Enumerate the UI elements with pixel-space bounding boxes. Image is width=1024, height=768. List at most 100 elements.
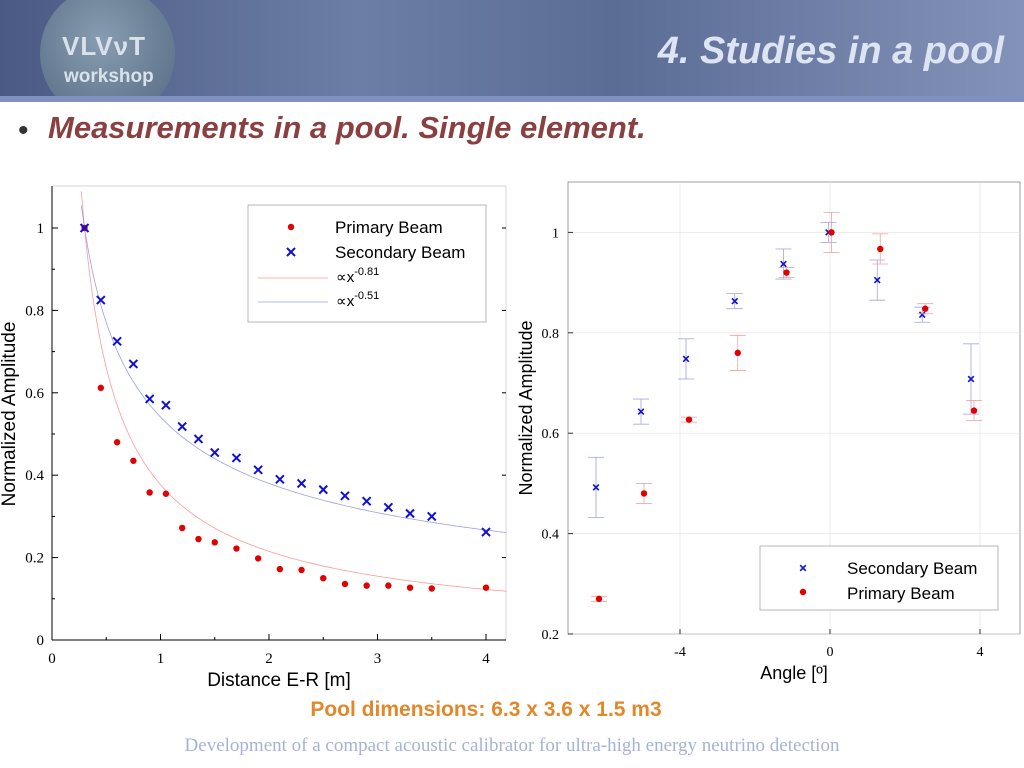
y-tick-label: 0.6 [542, 427, 560, 442]
marker-stroke [405, 508, 415, 519]
y-tick-label: 0.6 [25, 386, 44, 402]
y-tick-label: 0.4 [25, 468, 44, 484]
primary-beam-point [113, 439, 121, 446]
footer-text: Development of a compact acoustic calibr… [184, 735, 840, 756]
secondary-beam-point [405, 508, 415, 519]
header-stripe [0, 96, 1024, 102]
primary-beam-point [734, 349, 741, 357]
legend-label: ∝x-0.51 [336, 290, 379, 310]
secondary-beam-point [79, 223, 90, 233]
primary-beam-point [685, 416, 693, 423]
primary-beam-point [97, 384, 105, 392]
secondary-beam-point [296, 478, 307, 489]
secondary-beam-point [177, 421, 187, 432]
x-axis-label: Distance E-R [m] [207, 670, 351, 691]
secondary-beam-point [967, 375, 975, 383]
primary-beam-point [783, 269, 790, 276]
primary-beam-point [385, 582, 392, 589]
marker-stroke [318, 484, 328, 495]
primary-beam-point [363, 582, 370, 589]
marker-stroke [361, 496, 372, 506]
legend-label: ∝x-0.81 [336, 266, 379, 286]
legend-label: Secondary Beam [847, 559, 977, 578]
marker-stroke [873, 276, 881, 284]
x-tick-label: 3 [374, 651, 382, 667]
primary-beam-point [406, 584, 414, 591]
marker-stroke [967, 375, 975, 383]
marker-stroke [96, 295, 106, 305]
x-axis-label: Angle [º] [760, 663, 828, 683]
primary-beam-point [130, 457, 137, 464]
marker-stroke [128, 359, 139, 369]
secondary-beam-point [731, 297, 739, 305]
header-banner: VLVνT workshop 4. Studies in a pool [0, 0, 1024, 100]
logo-subtitle: workshop [64, 66, 154, 87]
secondary-beam-point [592, 484, 600, 491]
logo-circle [40, 0, 175, 100]
primary-beam-point [970, 407, 978, 414]
marker-stroke [112, 336, 122, 347]
primary-beam-point [341, 580, 349, 588]
marker-stroke [799, 564, 807, 572]
x-tick-label: 4 [977, 645, 984, 660]
secondary-beam-point [253, 465, 263, 475]
primary-beam-point [595, 595, 603, 603]
secondary-beam-point [340, 491, 350, 501]
primary-beam-point [298, 566, 305, 574]
marker-stroke [193, 434, 204, 444]
primary-beam-point [428, 585, 435, 592]
primary-beam-point [233, 545, 240, 552]
marker-stroke [918, 311, 926, 319]
primary-beam-point [482, 584, 490, 591]
primary-beam-point [922, 305, 929, 312]
secondary-beam-point [318, 484, 328, 495]
marker-stroke [231, 453, 242, 463]
secondary-beam-point [780, 260, 787, 268]
x-tick-label: -4 [674, 645, 686, 660]
x-tick-label: 2 [265, 651, 273, 667]
distance-chart: 0 0.2 0.4 0.6 0.8 1 0 1 2 3 4 Distance E-R [m] Norma… [0, 185, 507, 691]
logo-title: VLVνT [62, 31, 146, 61]
secondary-beam-point [637, 408, 645, 415]
bullet-icon: • [18, 114, 29, 147]
y-tick-label: 1 [37, 221, 45, 237]
primary-beam-point [640, 490, 648, 497]
primary-beam-point [320, 575, 327, 582]
secondary-beam-point [383, 502, 394, 513]
marker-stroke [296, 478, 307, 489]
fit-curve-x-0.51 [80, 205, 507, 533]
primary-beam-point [146, 489, 153, 496]
primary-beam-point [179, 524, 186, 532]
x-tick-label: 1 [157, 651, 165, 667]
legend-marker-secondary [286, 247, 296, 257]
marker-stroke [161, 400, 171, 410]
primary-beam-point [828, 229, 835, 236]
secondary-beam-point [427, 511, 437, 522]
secondary-beam-point [210, 447, 220, 458]
y-tick-label: 0.2 [542, 628, 560, 643]
y-tick-label: 0.8 [25, 303, 44, 319]
marker-stroke [383, 502, 394, 513]
secondary-beam-point [275, 474, 285, 485]
secondary-beam-point [128, 359, 139, 369]
fit-curve-x-0.81 [80, 191, 507, 592]
secondary-beam-point [144, 394, 155, 404]
legend-marker-primary [287, 223, 295, 231]
legend-marker-secondary [799, 564, 807, 572]
legend-label: Secondary Beam [335, 243, 465, 262]
marker-stroke [275, 474, 285, 485]
secondary-beam-point [918, 311, 926, 319]
legend-marker-primary [799, 588, 807, 596]
marker-stroke [682, 355, 690, 363]
primary-beam-point [195, 535, 202, 543]
legend-box [759, 545, 999, 611]
primary-beam-point [211, 539, 218, 546]
primary-beam-point [276, 565, 284, 573]
marker-stroke [177, 421, 187, 432]
y-tick-label: 1 [552, 226, 559, 241]
slide-title: 4. Studies in a pool [657, 30, 1004, 72]
secondary-beam-point [873, 276, 881, 284]
secondary-beam-point [682, 355, 690, 363]
y-tick-label: 0.8 [542, 327, 560, 342]
secondary-beam-point [112, 336, 122, 347]
